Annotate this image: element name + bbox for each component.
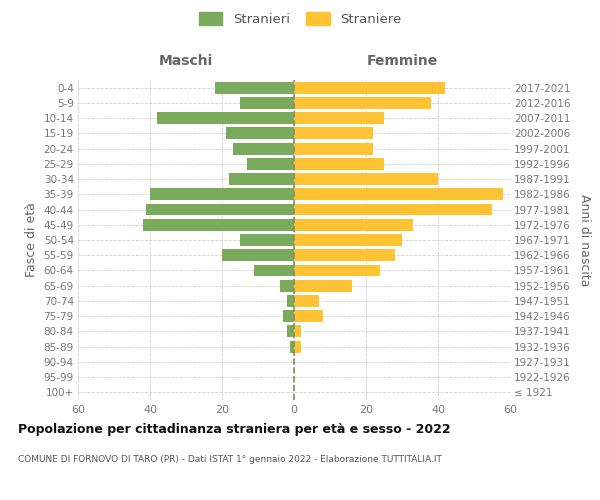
Text: Maschi: Maschi <box>159 54 213 68</box>
Bar <box>294 310 323 322</box>
Bar <box>254 264 294 276</box>
Bar <box>294 173 438 185</box>
Text: COMUNE DI FORNOVO DI TARO (PR) - Dati ISTAT 1° gennaio 2022 - Elaborazione TUTTI: COMUNE DI FORNOVO DI TARO (PR) - Dati IS… <box>18 455 442 464</box>
Bar <box>290 340 294 352</box>
Bar <box>294 204 492 216</box>
Bar <box>150 188 294 200</box>
Bar <box>294 295 319 307</box>
Bar <box>222 250 294 261</box>
Bar <box>294 158 384 170</box>
Bar <box>294 264 380 276</box>
Bar <box>294 112 384 124</box>
Bar <box>294 97 431 109</box>
Bar <box>146 204 294 216</box>
Bar <box>143 219 294 230</box>
Bar <box>287 295 294 307</box>
Bar <box>280 280 294 291</box>
Text: Popolazione per cittadinanza straniera per età e sesso - 2022: Popolazione per cittadinanza straniera p… <box>18 422 451 436</box>
Bar <box>294 234 402 246</box>
Y-axis label: Anni di nascita: Anni di nascita <box>578 194 591 286</box>
Bar <box>157 112 294 124</box>
Bar <box>294 219 413 230</box>
Bar <box>215 82 294 94</box>
Bar <box>226 128 294 140</box>
Bar <box>294 82 445 94</box>
Bar <box>294 280 352 291</box>
Text: Femmine: Femmine <box>367 54 437 68</box>
Bar <box>283 310 294 322</box>
Bar <box>240 97 294 109</box>
Y-axis label: Fasce di età: Fasce di età <box>25 202 38 278</box>
Legend: Stranieri, Straniere: Stranieri, Straniere <box>199 12 401 26</box>
Bar <box>294 188 503 200</box>
Bar <box>229 173 294 185</box>
Bar <box>294 250 395 261</box>
Bar <box>294 128 373 140</box>
Bar <box>247 158 294 170</box>
Bar <box>240 234 294 246</box>
Bar <box>294 142 373 154</box>
Bar <box>294 340 301 352</box>
Bar <box>294 326 301 338</box>
Bar <box>233 142 294 154</box>
Bar <box>287 326 294 338</box>
